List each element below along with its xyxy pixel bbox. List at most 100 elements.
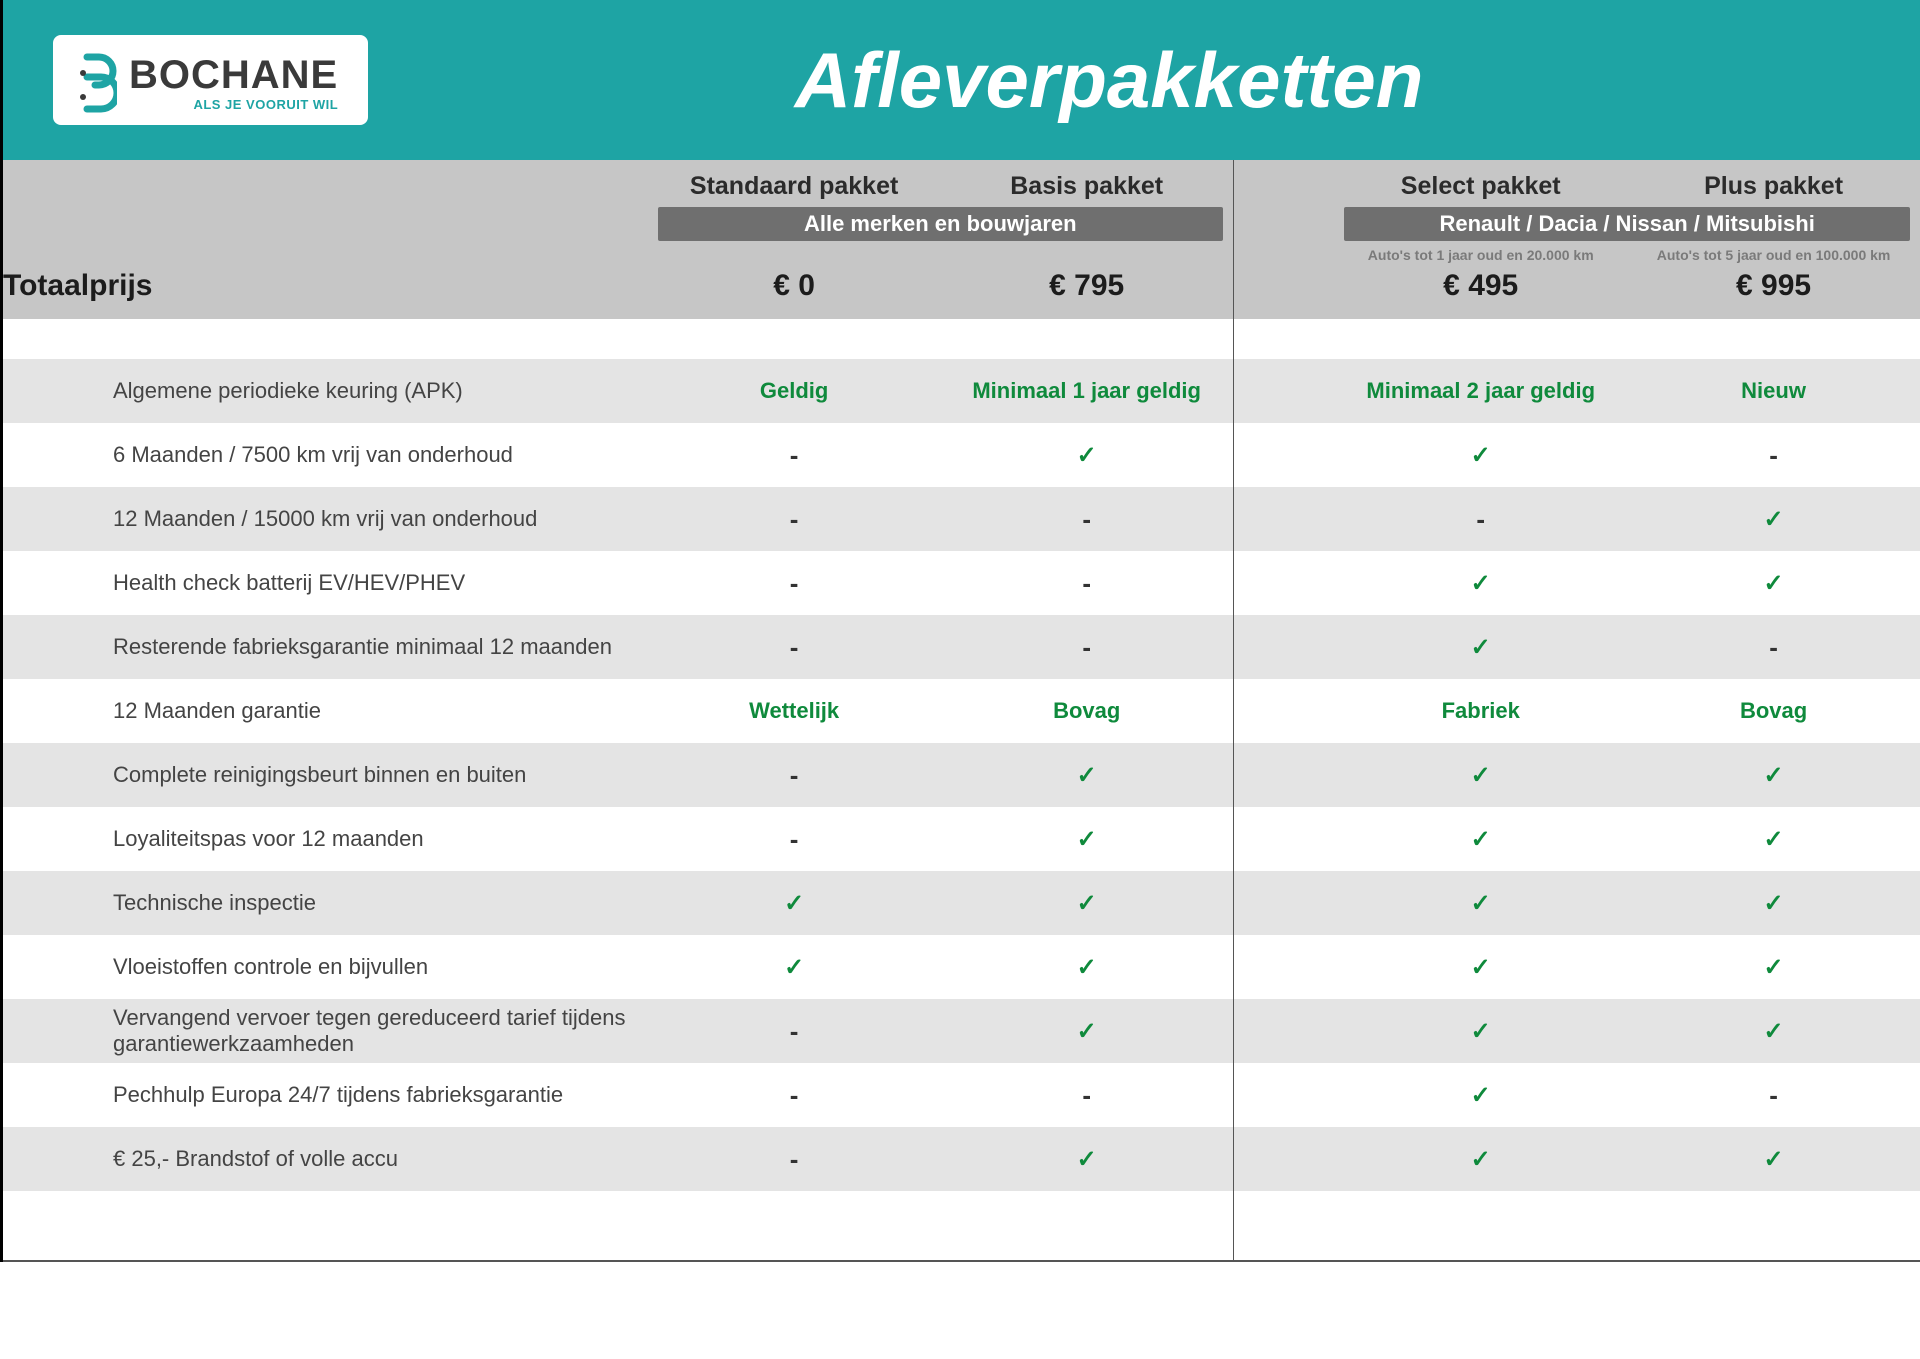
table-row: Pechhulp Europa 24/7 tijdens fabrieksgar… bbox=[2, 1063, 1920, 1127]
cell-standaard: Wettelijk bbox=[648, 679, 941, 743]
price-select: € 495 bbox=[1334, 263, 1627, 319]
feature-label: Loyaliteitspas voor 12 maanden bbox=[2, 807, 648, 871]
gap-cell bbox=[1233, 871, 1334, 935]
feature-label: 12 Maanden garantie bbox=[2, 679, 648, 743]
cell-standaard: - bbox=[648, 999, 941, 1063]
table-row: 6 Maanden / 7500 km vrij van onderhoud-✓… bbox=[2, 423, 1920, 487]
cell-select: ✓ bbox=[1334, 935, 1627, 999]
cell-standaard: - bbox=[648, 487, 941, 551]
footer-spacer bbox=[2, 1191, 1920, 1261]
cell-text: Nieuw bbox=[1741, 378, 1806, 403]
table-row: Complete reinigingsbeurt binnen en buite… bbox=[2, 743, 1920, 807]
cell-plus: - bbox=[1627, 423, 1920, 487]
cell-text: Minimaal 2 jaar geldig bbox=[1366, 378, 1595, 403]
dash-icon: - bbox=[1082, 568, 1091, 598]
check-icon: ✓ bbox=[1471, 890, 1491, 917]
feature-label: Pechhulp Europa 24/7 tijdens fabrieksgar… bbox=[2, 1063, 648, 1127]
dash-icon: - bbox=[1769, 1080, 1778, 1110]
brand-name: BOCHANE bbox=[129, 55, 338, 95]
dash-icon: - bbox=[790, 1016, 799, 1046]
table-row: Vervangend vervoer tegen gereduceerd tar… bbox=[2, 999, 1920, 1063]
pkg-name-basis: Basis pakket bbox=[941, 160, 1234, 201]
pkg-note-select: Auto's tot 1 jaar oud en 20.000 km bbox=[1334, 241, 1627, 263]
check-icon: ✓ bbox=[1471, 634, 1491, 661]
cell-basis: ✓ bbox=[941, 807, 1234, 871]
feature-label: Health check batterij EV/HEV/PHEV bbox=[2, 551, 648, 615]
cell-text: Bovag bbox=[1740, 698, 1807, 723]
gap-cell bbox=[1233, 679, 1334, 743]
pkg-note-standaard bbox=[648, 241, 941, 263]
feature-label: 12 Maanden / 15000 km vrij van onderhoud bbox=[2, 487, 648, 551]
cell-select: ✓ bbox=[1334, 615, 1627, 679]
header-row-notes: Auto's tot 1 jaar oud en 20.000 km Auto'… bbox=[2, 241, 1920, 263]
feature-label: Technische inspectie bbox=[2, 871, 648, 935]
brand-text: BOCHANE ALS JE VOORUIT WIL bbox=[129, 55, 338, 112]
cell-plus: ✓ bbox=[1627, 871, 1920, 935]
pkg-name-plus: Plus pakket bbox=[1627, 160, 1920, 201]
cell-basis: - bbox=[941, 487, 1234, 551]
cell-select: Fabriek bbox=[1334, 679, 1627, 743]
check-icon: ✓ bbox=[784, 954, 804, 981]
cell-standaard: - bbox=[648, 423, 941, 487]
cell-basis: - bbox=[941, 615, 1234, 679]
dash-icon: - bbox=[1082, 1080, 1091, 1110]
check-icon: ✓ bbox=[1764, 762, 1784, 789]
check-icon: ✓ bbox=[1077, 1146, 1097, 1173]
cell-basis: - bbox=[941, 1063, 1234, 1127]
dash-icon: - bbox=[1082, 504, 1091, 534]
table-row: Technische inspectie ✓ ✓ ✓ ✓ bbox=[2, 871, 1920, 935]
header-row-bands: Alle merken en bouwjaren Renault / Dacia… bbox=[2, 201, 1920, 241]
feature-label: € 25,- Brandstof of volle accu bbox=[2, 1127, 648, 1191]
pkg-note-plus: Auto's tot 5 jaar oud en 100.000 km bbox=[1627, 241, 1920, 263]
check-icon: ✓ bbox=[1471, 826, 1491, 853]
cell-select: - bbox=[1334, 487, 1627, 551]
dash-icon: - bbox=[790, 440, 799, 470]
check-icon: ✓ bbox=[784, 890, 804, 917]
check-icon: ✓ bbox=[1077, 442, 1097, 469]
check-icon: ✓ bbox=[1077, 826, 1097, 853]
check-icon: ✓ bbox=[1077, 890, 1097, 917]
header-row-names: Standaard pakket Basis pakket Select pak… bbox=[2, 160, 1920, 201]
pkg-name-select: Select pakket bbox=[1334, 160, 1627, 201]
gap-cell bbox=[1233, 359, 1334, 423]
check-icon: ✓ bbox=[1764, 890, 1784, 917]
cell-text: Minimaal 1 jaar geldig bbox=[972, 378, 1201, 403]
check-icon: ✓ bbox=[1764, 1018, 1784, 1045]
packages-table: Standaard pakket Basis pakket Select pak… bbox=[0, 160, 1920, 1262]
group-band-right: Renault / Dacia / Nissan / Mitsubishi bbox=[1344, 207, 1910, 241]
cell-text: Geldig bbox=[760, 378, 828, 403]
feature-label: Algemene periodieke keuring (APK) bbox=[2, 359, 648, 423]
cell-text: Wettelijk bbox=[749, 698, 839, 723]
dash-icon: - bbox=[790, 568, 799, 598]
feature-label: Vloeistoffen controle en bijvullen bbox=[2, 935, 648, 999]
check-icon: ✓ bbox=[1764, 954, 1784, 981]
table-row: € 25,- Brandstof of volle accu-✓✓✓ bbox=[2, 1127, 1920, 1191]
cell-select: ✓ bbox=[1334, 743, 1627, 807]
gap-cell bbox=[1233, 1063, 1334, 1127]
check-icon: ✓ bbox=[1764, 506, 1784, 533]
table-row: 12 Maanden garantie Wettelijk Bovag Fabriek… bbox=[2, 679, 1920, 743]
cell-select: ✓ bbox=[1334, 807, 1627, 871]
dash-icon: - bbox=[790, 824, 799, 854]
cell-standaard: ✓ bbox=[648, 871, 941, 935]
check-icon: ✓ bbox=[1077, 1018, 1097, 1045]
cell-select: Minimaal 2 jaar geldig bbox=[1334, 359, 1627, 423]
cell-standaard: Geldig bbox=[648, 359, 941, 423]
pkg-note-basis bbox=[941, 241, 1234, 263]
cell-select: ✓ bbox=[1334, 999, 1627, 1063]
dash-icon: - bbox=[790, 1144, 799, 1174]
page-title: Afleverpakketten bbox=[428, 35, 1870, 126]
check-icon: ✓ bbox=[1471, 442, 1491, 469]
brand-logo: BOCHANE ALS JE VOORUIT WIL bbox=[53, 35, 368, 125]
gap-cell bbox=[1233, 423, 1334, 487]
cell-standaard: - bbox=[648, 743, 941, 807]
feature-label: Resterende fabrieksgarantie minimaal 12 … bbox=[2, 615, 648, 679]
check-icon: ✓ bbox=[1471, 1146, 1491, 1173]
feature-label: Complete reinigingsbeurt binnen en buite… bbox=[2, 743, 648, 807]
cell-select: ✓ bbox=[1334, 1063, 1627, 1127]
cell-select: ✓ bbox=[1334, 871, 1627, 935]
cell-basis: ✓ bbox=[941, 1127, 1234, 1191]
check-icon: ✓ bbox=[1471, 1018, 1491, 1045]
check-icon: ✓ bbox=[1471, 1082, 1491, 1109]
cell-standaard: ✓ bbox=[648, 935, 941, 999]
